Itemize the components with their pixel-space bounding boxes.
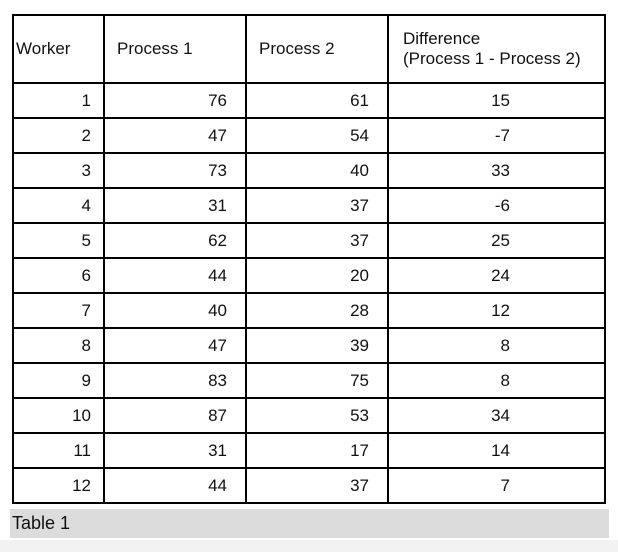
cell-difference: 15 — [387, 82, 606, 119]
data-table: Worker Process 1 Process 2 Difference (Pr… — [12, 14, 606, 504]
cell-process-1: 47 — [103, 327, 247, 364]
cell-worker: 5 — [12, 222, 105, 259]
cell-process-1: 83 — [103, 362, 247, 399]
cell-worker: 7 — [12, 292, 105, 329]
header-worker: Worker — [12, 14, 105, 84]
cell-process-2: 40 — [245, 152, 389, 189]
cell-difference: 7 — [387, 467, 606, 504]
cell-difference: 14 — [387, 432, 606, 469]
cell-process-2: 75 — [245, 362, 389, 399]
header-difference-line2: (Process 1 - Process 2) — [403, 49, 581, 68]
table-row: 11 31 17 14 — [12, 432, 606, 469]
cell-process-2: 37 — [245, 222, 389, 259]
table-row: 10 87 53 34 — [12, 397, 606, 434]
cell-process-2: 39 — [245, 327, 389, 364]
cell-worker: 12 — [12, 467, 105, 504]
cell-difference: 34 — [387, 397, 606, 434]
cell-process-1: 31 — [103, 432, 247, 469]
cell-difference: 25 — [387, 222, 606, 259]
cell-worker: 1 — [12, 82, 105, 119]
cell-process-2: 54 — [245, 117, 389, 154]
cell-worker: 9 — [12, 362, 105, 399]
cell-worker: 4 — [12, 187, 105, 224]
header-row: Worker Process 1 Process 2 Difference (Pr… — [12, 14, 606, 84]
table-row: 3 73 40 33 — [12, 152, 606, 189]
header-process-1: Process 1 — [103, 14, 247, 84]
cell-worker: 8 — [12, 327, 105, 364]
table-row: 8 47 39 8 — [12, 327, 606, 364]
cell-process-1: 40 — [103, 292, 247, 329]
table-row: 4 31 37 -6 — [12, 187, 606, 224]
cell-process-2: 61 — [245, 82, 389, 119]
cell-worker: 10 — [12, 397, 105, 434]
cell-process-1: 73 — [103, 152, 247, 189]
cell-difference: 12 — [387, 292, 606, 329]
cell-process-1: 31 — [103, 187, 247, 224]
table-row: 9 83 75 8 — [12, 362, 606, 399]
cell-process-1: 62 — [103, 222, 247, 259]
cell-process-2: 17 — [245, 432, 389, 469]
cell-process-2: 37 — [245, 467, 389, 504]
table-row: 2 47 54 -7 — [12, 117, 606, 154]
cell-worker: 11 — [12, 432, 105, 469]
cell-difference: 8 — [387, 327, 606, 364]
cell-process-1: 47 — [103, 117, 247, 154]
bottom-strip — [0, 540, 618, 552]
cell-difference: -6 — [387, 187, 606, 224]
cell-difference: -7 — [387, 117, 606, 154]
cell-process-2: 37 — [245, 187, 389, 224]
header-process-2: Process 2 — [245, 14, 389, 84]
cell-difference: 8 — [387, 362, 606, 399]
cell-worker: 6 — [12, 257, 105, 294]
table-row: 1 76 61 15 — [12, 82, 606, 119]
cell-process-2: 20 — [245, 257, 389, 294]
table-caption: Table 1 — [10, 509, 609, 538]
cell-process-1: 76 — [103, 82, 247, 119]
header-difference-line1: Difference — [403, 29, 481, 48]
cell-process-2: 28 — [245, 292, 389, 329]
cell-difference: 24 — [387, 257, 606, 294]
table-row: 12 44 37 7 — [12, 467, 606, 504]
cell-process-2: 53 — [245, 397, 389, 434]
table-row: 5 62 37 25 — [12, 222, 606, 259]
cell-difference: 33 — [387, 152, 606, 189]
cell-worker: 2 — [12, 117, 105, 154]
cell-process-1: 44 — [103, 467, 247, 504]
table-row: 7 40 28 12 — [12, 292, 606, 329]
cell-worker: 3 — [12, 152, 105, 189]
header-difference: Difference (Process 1 - Process 2) — [387, 14, 606, 84]
table-row: 6 44 20 24 — [12, 257, 606, 294]
cell-process-1: 44 — [103, 257, 247, 294]
cell-process-1: 87 — [103, 397, 247, 434]
